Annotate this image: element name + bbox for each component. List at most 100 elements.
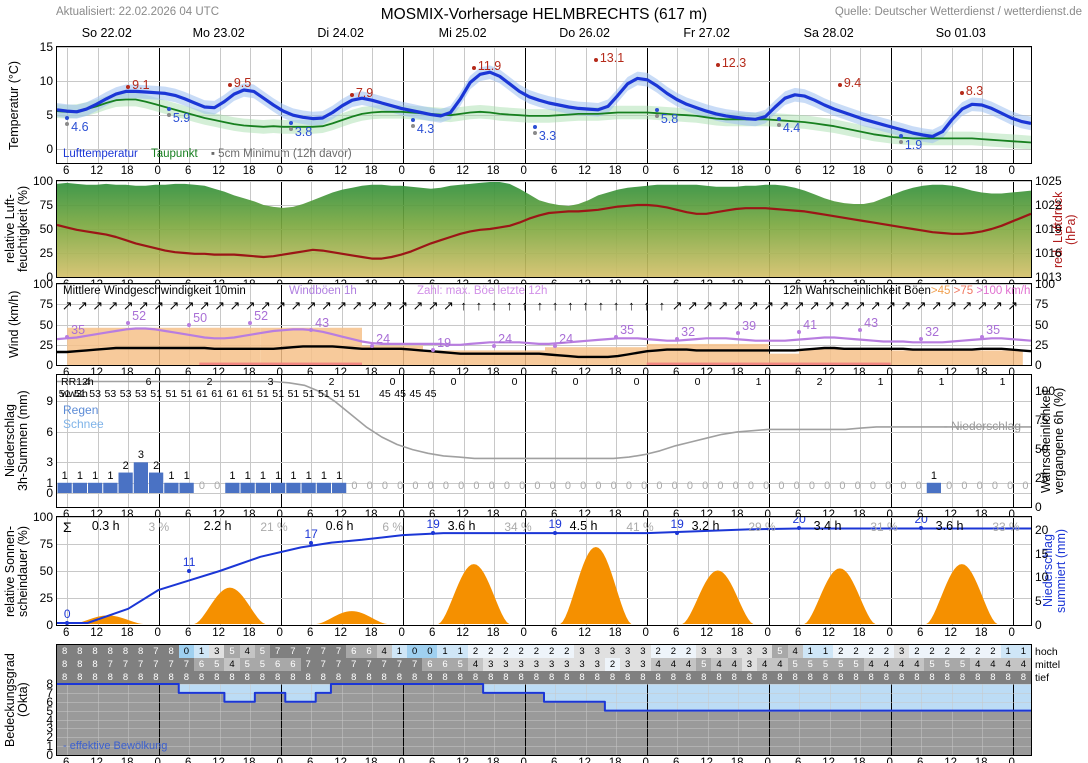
x-tick: 0: [520, 367, 527, 379]
cloud-cell-low: 8: [209, 671, 225, 684]
cloud-cell-mid: 4: [985, 658, 1001, 671]
cloud-cell-high: 4: [239, 645, 255, 658]
cloud-cell-high: 0: [178, 645, 194, 658]
cloud-cell-mid: 7: [407, 658, 423, 671]
x-tick: 6: [306, 627, 314, 639]
x-tick: 18: [730, 627, 744, 639]
rr12h-value: 0: [694, 376, 701, 388]
cloud-cell-mid: 3: [544, 658, 560, 671]
x-tick: 6: [184, 165, 192, 177]
day-divider: [768, 375, 771, 507]
rr12h-value: 1: [755, 376, 762, 388]
axis-tick: 75: [1035, 412, 1049, 427]
cloud-cell-high: 5: [224, 645, 240, 658]
cloud-cell-mid: 4: [711, 658, 727, 671]
precip-bar-label: 0: [412, 480, 419, 492]
cloud-cell-high: 2: [909, 645, 925, 658]
cloud-cell-high: 8: [72, 645, 88, 658]
cloud-cell-high: 3: [711, 645, 727, 658]
wind-arrow: ↗: [76, 298, 88, 313]
wind-arrow: ↗: [915, 298, 927, 313]
cloud-cell-mid: 7: [133, 658, 149, 671]
x-tick: 6: [428, 757, 436, 763]
cloud-cell-high: 7: [270, 645, 286, 658]
wind-arrow: ↑: [567, 298, 574, 313]
x-tick: 6: [672, 165, 680, 177]
value-gridline: [57, 181, 1031, 182]
precip-bar-label: 0: [534, 480, 541, 492]
cloud-cell-high: 2: [939, 645, 955, 658]
cloud-cell-high: 3: [604, 645, 621, 658]
cloud-cell-mid: 7: [163, 658, 179, 671]
x-tick: 6: [794, 509, 802, 521]
hour-gridline: [951, 47, 953, 163]
precip-bar-label: 0: [854, 480, 861, 492]
okta-tick: 6: [46, 694, 53, 709]
cloud-cell-low: 8: [224, 671, 240, 684]
value-gridline: [57, 304, 1031, 306]
cloud-cell-low: 8: [574, 671, 590, 684]
wind-arrow: ↑: [658, 298, 666, 313]
day-label-2: Di 24.02: [317, 26, 364, 40]
cloud-cell-mid: 2: [604, 658, 621, 671]
sum-symbol: Σ: [63, 519, 72, 535]
x-tick: 6: [428, 367, 436, 379]
precip-bar: [225, 482, 240, 493]
max-gust-marker: [797, 329, 802, 334]
x-tick: 12: [334, 165, 348, 177]
cumulative-precip-marker: [65, 621, 70, 625]
axis-tick: 1022: [1035, 198, 1062, 212]
precip-bar-label: 0: [549, 480, 556, 492]
wind-arrow: ↗: [107, 298, 119, 313]
x-tick: 18: [486, 165, 500, 177]
x-tick: 18: [120, 627, 134, 639]
daily-max-marker: [349, 93, 354, 98]
cloud-cell-low: 8: [300, 671, 316, 684]
axis-tick: 0: [1035, 618, 1042, 632]
cloud-cell-low: 8: [346, 671, 362, 684]
wind-arrow: ↗: [259, 298, 271, 313]
wind-arrow: ↗: [305, 298, 317, 313]
cloud-cell-mid: 5: [924, 658, 940, 671]
cloud-cell-low: 8: [680, 671, 697, 684]
cloud-cell-mid: 5: [833, 658, 849, 671]
value-gridline: [57, 324, 1031, 326]
precip-bar: [301, 482, 316, 493]
x-tick: 0: [764, 509, 771, 521]
cloud-cell-mid: 4: [878, 658, 895, 671]
x-tick: 0: [642, 509, 649, 521]
cumulative-precip-marker: [187, 569, 192, 573]
cloud-cell-high: 8: [163, 645, 179, 658]
precip-bar-label: 0: [641, 480, 648, 492]
hour-gridline: [219, 375, 221, 507]
okta-tick: 7: [46, 685, 53, 700]
cloud-cell-low: 8: [513, 671, 529, 684]
cloud-cell-low: 8: [696, 671, 712, 684]
legend-max-gust-number: Zahl: max. Böe letzte 12h: [417, 285, 548, 297]
wind-arrow: ↗: [92, 298, 104, 313]
axis-tick: 75: [1035, 297, 1049, 312]
axis-tick: 25: [39, 246, 53, 260]
cloud-cell-mid: 4: [909, 658, 925, 671]
x-tick: 0: [1008, 757, 1015, 763]
day-label-1: Mo 23.02: [192, 26, 245, 40]
wind-arrow: ↗: [214, 298, 226, 313]
x-tick: 12: [456, 627, 470, 639]
day-divider: [280, 375, 283, 507]
precip-bar-label: 0: [946, 480, 953, 492]
axis-tick: 1013: [1035, 270, 1062, 284]
hour-gridline: [128, 375, 130, 507]
day-divider: [158, 375, 161, 507]
value-gridline: [57, 81, 1031, 83]
x-tick: 6: [62, 509, 70, 521]
precip-bar-label: 0: [564, 480, 571, 492]
x-tick: 6: [794, 757, 802, 763]
day-divider: [890, 375, 893, 507]
cloud-cell-high: 0: [422, 645, 438, 658]
x-tick: 0: [520, 627, 527, 639]
cloud-cell-mid: 7: [361, 658, 377, 671]
cloud-cell-low: 8: [117, 671, 134, 684]
day-divider: [1012, 375, 1015, 507]
